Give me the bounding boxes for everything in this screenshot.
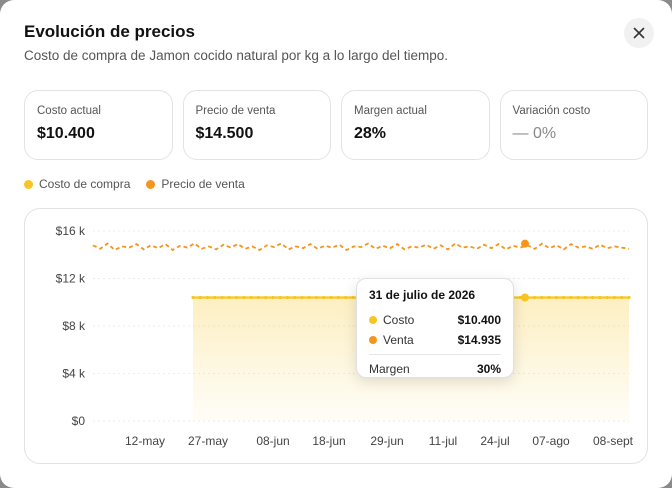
legend-label-sale: Precio de venta xyxy=(161,177,245,191)
tooltip-dot-cost xyxy=(369,316,377,324)
data-point-cost xyxy=(547,295,551,300)
data-point-cost xyxy=(285,295,290,300)
data-point-cost xyxy=(235,295,239,300)
stat-card-current-margin: Margen actual 28% xyxy=(341,90,490,160)
y-tick-label: $4 k xyxy=(62,367,86,381)
data-point-cost xyxy=(605,295,609,300)
stat-label: Margen actual xyxy=(354,105,427,117)
data-point-cost xyxy=(598,295,602,300)
data-point-cost xyxy=(554,295,558,300)
data-point-cost xyxy=(518,295,522,300)
tooltip-cost-value: $10.400 xyxy=(457,313,501,327)
highlight-point-sale xyxy=(521,239,529,248)
tooltip-cost-label: Costo xyxy=(383,313,415,327)
data-point-cost xyxy=(540,295,544,300)
data-point-cost xyxy=(220,295,224,300)
chart-card: $0 $4 k $8 k $12 k $16 k 12-may 27-may 08-jun 18… xyxy=(24,208,648,464)
data-point-cost xyxy=(576,295,580,300)
highlight-point-cost xyxy=(521,293,529,302)
stat-value: — 0% xyxy=(512,125,557,142)
stat-label: Precio de venta xyxy=(195,105,276,117)
tooltip-margin-value: 30% xyxy=(476,362,501,376)
data-point-cost xyxy=(300,295,304,300)
data-point-cost xyxy=(249,295,253,300)
close-button[interactable] xyxy=(624,18,654,48)
stat-label: Variación costo xyxy=(512,105,591,117)
stat-value: $10.400 xyxy=(37,125,95,142)
data-point-cost xyxy=(612,295,617,300)
tooltip-margin-label: Margen xyxy=(369,362,410,376)
stat-card-cost-variation: Variación costo — 0% xyxy=(499,90,648,160)
stat-card-sale-price: Precio de venta $14.500 xyxy=(182,90,331,160)
legend-label-cost: Costo de compra xyxy=(39,177,131,191)
data-point-cost xyxy=(198,295,202,300)
x-tick-label: 08-sept xyxy=(593,434,634,448)
chart-tooltip: 31 de julio de 2026 Costo $10.400 Venta … xyxy=(356,278,514,378)
x-tick-label: 11-jul xyxy=(429,434,457,448)
tooltip-date: 31 de julio de 2026 xyxy=(369,288,476,302)
data-point-cost xyxy=(242,295,246,300)
x-tick-label: 24-jul xyxy=(480,434,509,448)
tooltip-sale-label: Venta xyxy=(383,333,414,347)
stat-value: 28% xyxy=(354,125,387,142)
data-point-cost xyxy=(278,295,282,300)
x-tick-label: 29-jun xyxy=(370,434,403,448)
stat-value: $14.500 xyxy=(195,125,254,142)
tooltip-sale-value: $14.935 xyxy=(457,333,501,347)
x-tick-label: 08-jun xyxy=(256,434,289,448)
data-point-cost xyxy=(213,295,217,300)
data-point-cost xyxy=(271,295,275,300)
chart-legend: Costo de compra Precio de venta xyxy=(24,177,245,191)
tooltip-row-sale: Venta $14.935 xyxy=(369,330,501,350)
data-point-cost xyxy=(620,295,624,300)
legend-item-sale[interactable]: Precio de venta xyxy=(146,177,245,191)
data-point-cost xyxy=(562,295,566,300)
data-point-cost xyxy=(627,295,631,300)
data-point-cost xyxy=(532,295,537,300)
data-point-cost xyxy=(227,295,231,300)
stat-label: Costo actual xyxy=(37,105,101,117)
stats-row: Costo actual $10.400 Precio de venta $14… xyxy=(24,90,648,160)
data-point-cost xyxy=(205,295,210,300)
data-point-cost xyxy=(344,295,348,300)
series-line-sale xyxy=(92,242,630,252)
y-tick-label: $12 k xyxy=(56,272,86,286)
tooltip-row-margin: Margen 30% xyxy=(369,359,501,379)
data-point-cost xyxy=(591,295,595,300)
tooltip-divider xyxy=(369,354,501,355)
modal-title: Evolución de precios xyxy=(24,22,195,41)
data-point-cost xyxy=(329,295,333,300)
tooltip-dot-sale xyxy=(369,336,377,344)
y-tick-label: $8 k xyxy=(62,319,86,333)
data-point-cost xyxy=(191,295,195,300)
tooltip-row-cost: Costo $10.400 xyxy=(369,310,501,330)
stat-card-current-cost: Costo actual $10.400 xyxy=(24,90,173,160)
data-point-cost xyxy=(569,295,573,300)
y-tick-label: $0 xyxy=(72,414,86,428)
data-point-cost xyxy=(256,295,260,300)
data-point-cost xyxy=(583,295,588,300)
modal-subtitle: Costo de compra de Jamon cocido natural … xyxy=(24,48,448,63)
data-point-cost xyxy=(293,295,297,300)
close-icon xyxy=(633,27,645,39)
legend-dot-sale xyxy=(146,179,156,189)
data-point-cost xyxy=(307,295,311,300)
x-tick-label: 07-ago xyxy=(532,434,570,448)
legend-dot-cost xyxy=(24,179,33,189)
data-point-cost xyxy=(322,295,326,300)
legend-item-cost[interactable]: Costo de compra xyxy=(24,177,130,191)
data-point-cost xyxy=(264,295,268,300)
y-tick-label: $16 k xyxy=(56,224,86,238)
x-tick-label: 18-jun xyxy=(312,434,345,448)
price-chart[interactable]: $0 $4 k $8 k $12 k $16 k 12-may 27-may 08-jun 18… xyxy=(25,209,649,465)
data-point-cost xyxy=(314,295,319,300)
data-point-cost xyxy=(351,295,355,300)
x-tick-label: 12-may xyxy=(125,434,165,448)
data-point-cost xyxy=(336,295,340,300)
x-tick-label: 27-may xyxy=(188,434,228,448)
